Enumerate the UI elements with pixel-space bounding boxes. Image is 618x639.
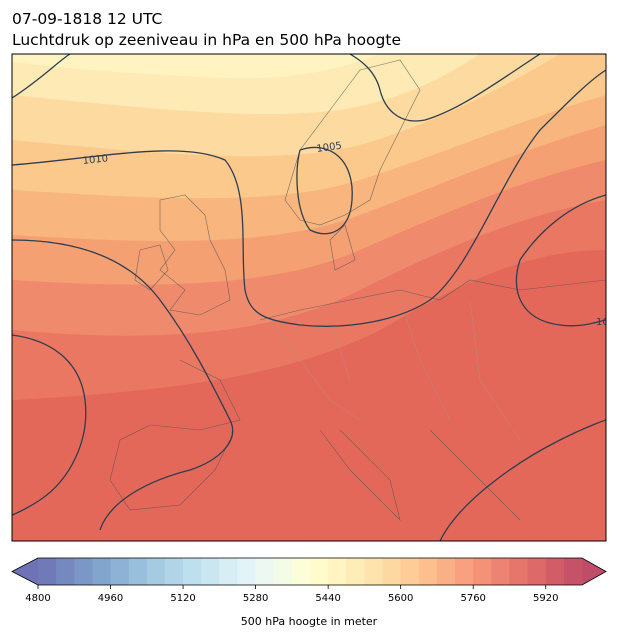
colorbar-bin <box>455 558 474 585</box>
colorbar-outline <box>11 557 607 586</box>
colorbar-tick-label: 5600 <box>388 593 413 604</box>
colorbar-bin <box>128 558 148 585</box>
colorbar-tick-label: 5120 <box>170 593 195 604</box>
colorbar-bin <box>201 558 220 585</box>
map: 1010 1005 10 <box>12 54 609 541</box>
colorbar-bin <box>273 558 293 585</box>
colorbar-bin <box>545 558 565 585</box>
contour-label: 1005 <box>316 141 343 155</box>
colorbar-bin <box>563 558 583 585</box>
colorbar: 4800 4960 5120 5280 5440 5600 5760 5920 <box>11 557 607 604</box>
colorbar-bin <box>328 558 347 585</box>
colorbar-bin <box>291 558 311 585</box>
colorbar-tick-label: 4960 <box>98 593 123 604</box>
colorbar-tick-label: 5440 <box>315 593 340 604</box>
colorbar-bin <box>237 558 257 585</box>
map-title: Luchtdruk op zeeniveau in hPa en 500 hPa… <box>12 31 401 49</box>
colorbar-label: 500 hPa hoogte in meter <box>241 615 378 628</box>
colorbar-bin <box>346 558 365 585</box>
colorbar-bin <box>74 558 93 585</box>
colorbar-bin <box>146 558 166 585</box>
colorbar-bin <box>92 558 112 585</box>
colorbar-extend-low <box>12 558 38 585</box>
colorbar-bin <box>418 558 438 585</box>
map-frame <box>11 53 607 542</box>
colorbar-bin <box>310 558 329 585</box>
colorbar-tick-label: 4800 <box>25 593 50 604</box>
colorbar-bin <box>527 558 547 585</box>
colorbar-tick-label: 5280 <box>243 593 268 604</box>
colorbar-bin <box>473 558 492 585</box>
contour-label: 10 <box>596 317 609 328</box>
colorbar-bin <box>509 558 529 585</box>
colorbar-bin <box>56 558 75 585</box>
colorbar-tick-label: 5760 <box>460 593 485 604</box>
colorbar-bin <box>164 558 184 585</box>
colorbar-bin <box>110 558 130 585</box>
colorbar-bin <box>183 558 202 585</box>
colorbar-bin <box>38 558 57 585</box>
colorbar-extend-high <box>582 558 606 585</box>
contour-label: 1010 <box>82 153 108 167</box>
colorbar-bin <box>491 558 510 585</box>
colorbar-bin <box>382 558 402 585</box>
colorbar-bin <box>255 558 275 585</box>
colorbar-tick-label: 5920 <box>533 593 558 604</box>
colorbar-bin <box>364 558 384 585</box>
colorbar-bin <box>219 558 238 585</box>
date-title: 07-09-1818 12 UTC <box>12 10 162 28</box>
colorbar-bin <box>436 558 456 585</box>
colorbar-bin <box>400 558 420 585</box>
